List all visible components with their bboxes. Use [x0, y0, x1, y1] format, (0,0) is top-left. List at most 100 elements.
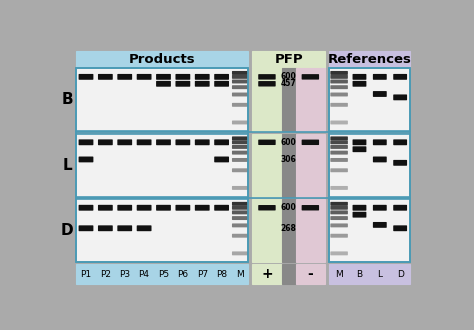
Text: References: References	[328, 53, 411, 66]
FancyBboxPatch shape	[195, 139, 210, 145]
Bar	[329, 51, 410, 68]
FancyBboxPatch shape	[373, 156, 387, 162]
FancyBboxPatch shape	[393, 205, 407, 211]
Bar	[282, 199, 296, 262]
FancyBboxPatch shape	[330, 251, 348, 255]
FancyBboxPatch shape	[330, 206, 348, 210]
FancyBboxPatch shape	[393, 139, 407, 145]
Text: L: L	[377, 270, 383, 279]
FancyBboxPatch shape	[330, 75, 348, 79]
FancyBboxPatch shape	[232, 75, 248, 79]
FancyBboxPatch shape	[79, 74, 93, 80]
FancyBboxPatch shape	[175, 81, 190, 87]
FancyBboxPatch shape	[232, 211, 248, 214]
FancyBboxPatch shape	[195, 74, 210, 80]
FancyBboxPatch shape	[214, 156, 229, 162]
FancyBboxPatch shape	[137, 74, 152, 80]
FancyBboxPatch shape	[353, 212, 366, 217]
FancyBboxPatch shape	[232, 251, 248, 255]
FancyBboxPatch shape	[98, 74, 113, 80]
FancyBboxPatch shape	[330, 85, 348, 89]
Text: P8: P8	[216, 270, 227, 279]
FancyBboxPatch shape	[175, 74, 190, 80]
FancyBboxPatch shape	[137, 205, 152, 211]
FancyBboxPatch shape	[301, 74, 319, 80]
Bar	[252, 199, 282, 262]
FancyBboxPatch shape	[118, 139, 132, 145]
FancyBboxPatch shape	[353, 139, 366, 145]
Text: P3: P3	[119, 270, 130, 279]
FancyBboxPatch shape	[232, 186, 248, 190]
Bar	[252, 264, 282, 284]
Bar	[76, 68, 248, 131]
FancyBboxPatch shape	[373, 205, 387, 211]
FancyBboxPatch shape	[232, 202, 248, 206]
Bar	[329, 68, 410, 262]
FancyBboxPatch shape	[214, 205, 229, 211]
FancyBboxPatch shape	[156, 74, 171, 80]
Text: 306: 306	[281, 155, 297, 164]
Text: D: D	[397, 270, 403, 279]
FancyBboxPatch shape	[214, 81, 229, 87]
Text: Products: Products	[129, 53, 196, 66]
Text: -: -	[308, 267, 313, 281]
FancyBboxPatch shape	[393, 74, 407, 80]
FancyBboxPatch shape	[156, 139, 171, 145]
FancyBboxPatch shape	[232, 158, 248, 162]
Bar	[296, 199, 325, 262]
FancyBboxPatch shape	[330, 140, 348, 144]
FancyBboxPatch shape	[301, 205, 319, 211]
Bar	[76, 264, 248, 284]
FancyBboxPatch shape	[258, 74, 276, 80]
FancyBboxPatch shape	[232, 206, 248, 210]
FancyBboxPatch shape	[118, 205, 132, 211]
Bar	[296, 264, 325, 284]
FancyBboxPatch shape	[330, 158, 348, 162]
FancyBboxPatch shape	[232, 136, 248, 140]
Bar	[329, 264, 410, 284]
FancyBboxPatch shape	[232, 80, 248, 83]
FancyBboxPatch shape	[232, 223, 248, 227]
FancyBboxPatch shape	[98, 205, 113, 211]
FancyBboxPatch shape	[232, 234, 248, 238]
Bar	[296, 68, 325, 131]
FancyBboxPatch shape	[330, 186, 348, 190]
Bar	[76, 68, 248, 262]
FancyBboxPatch shape	[330, 223, 348, 227]
Text: M: M	[236, 270, 244, 279]
FancyBboxPatch shape	[195, 205, 210, 211]
FancyBboxPatch shape	[330, 168, 348, 172]
FancyBboxPatch shape	[353, 81, 366, 87]
Text: B: B	[61, 92, 73, 107]
FancyBboxPatch shape	[330, 92, 348, 96]
FancyBboxPatch shape	[330, 202, 348, 206]
FancyBboxPatch shape	[232, 216, 248, 220]
FancyBboxPatch shape	[301, 140, 319, 145]
FancyBboxPatch shape	[258, 81, 276, 86]
Bar	[282, 264, 296, 284]
Text: 600: 600	[281, 203, 297, 212]
FancyBboxPatch shape	[330, 211, 348, 214]
FancyBboxPatch shape	[330, 71, 348, 75]
Text: B: B	[356, 270, 363, 279]
FancyBboxPatch shape	[353, 205, 366, 211]
FancyBboxPatch shape	[373, 222, 387, 228]
FancyBboxPatch shape	[232, 92, 248, 96]
FancyBboxPatch shape	[330, 120, 348, 124]
FancyBboxPatch shape	[98, 225, 113, 231]
FancyBboxPatch shape	[330, 103, 348, 107]
Bar	[329, 68, 410, 131]
Text: 600: 600	[281, 138, 297, 147]
FancyBboxPatch shape	[393, 94, 407, 100]
Text: L: L	[62, 158, 72, 173]
Bar	[76, 134, 248, 197]
FancyBboxPatch shape	[79, 139, 93, 145]
FancyBboxPatch shape	[258, 205, 276, 211]
FancyBboxPatch shape	[232, 151, 248, 154]
FancyBboxPatch shape	[175, 139, 190, 145]
Bar	[296, 134, 325, 197]
FancyBboxPatch shape	[232, 120, 248, 124]
Bar	[282, 134, 296, 197]
FancyBboxPatch shape	[232, 140, 248, 144]
Text: PFP: PFP	[274, 53, 303, 66]
